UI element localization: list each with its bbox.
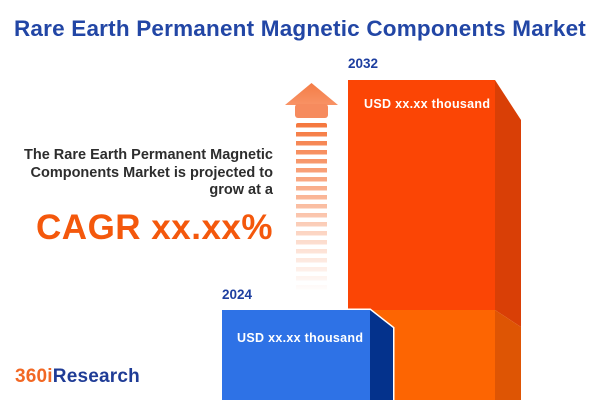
page-title: Rare Earth Permanent Magnetic Components… xyxy=(13,16,587,41)
logo-360i: 360i xyxy=(15,366,53,387)
bar-2032-side-lower xyxy=(495,310,521,400)
bar-2024-side xyxy=(370,310,393,400)
bar-2032-front-upper xyxy=(348,80,495,310)
value-label-2032: USD xx.xx thousand xyxy=(364,97,491,111)
intro-text-line-3: grow at a xyxy=(209,182,273,198)
cagr-text: CAGR xx.xx% xyxy=(36,207,273,247)
year-label-2032: 2032 xyxy=(348,56,379,71)
intro-text-line-1: The Rare Earth Permanent Magnetic xyxy=(24,147,273,163)
brand-logo: 360iResearch xyxy=(15,366,140,388)
growth-arrow-icon xyxy=(285,83,338,293)
bar-2032-side-upper xyxy=(495,80,521,327)
value-label-2024: USD xx.xx thousand xyxy=(237,331,364,345)
logo-research: Research xyxy=(52,366,140,387)
arrow-neck xyxy=(295,104,328,118)
bar-2024-front xyxy=(222,310,370,400)
year-label-2024: 2024 xyxy=(222,287,253,302)
intro-block: The Rare Earth Permanent Magnetic Compon… xyxy=(0,147,273,248)
arrow-fading-stripes xyxy=(296,123,327,293)
intro-text-line-2: Components Market is projected to xyxy=(30,164,273,181)
